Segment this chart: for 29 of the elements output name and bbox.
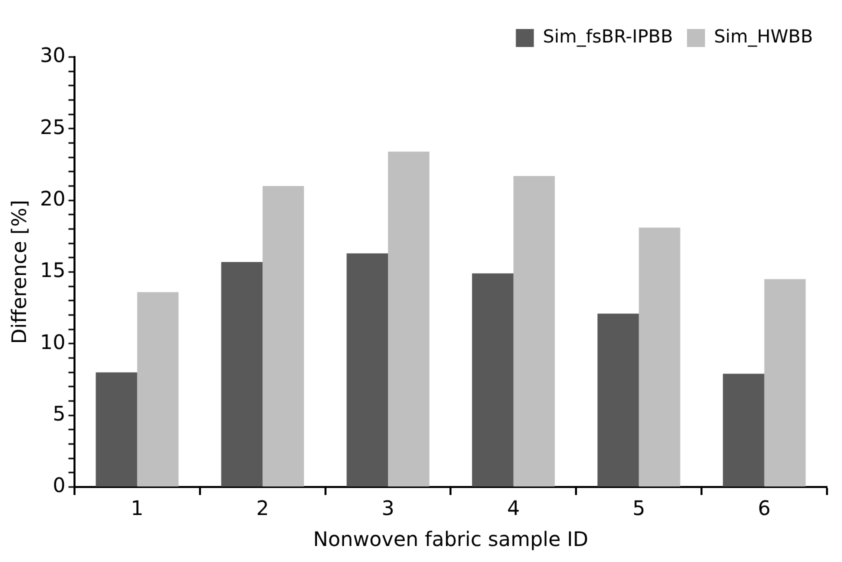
bar [346,253,388,486]
y-axis-title: Difference [%] [7,200,32,344]
bar [597,314,639,486]
bar [722,374,764,486]
y-tick-label: 25 [40,114,66,139]
x-tick-label: 6 [758,496,771,520]
legend-label: Sim_HWBB [714,26,814,48]
x-tick-label: 1 [130,496,144,520]
y-tick-label: 5 [52,402,66,426]
x-tick-label: 2 [256,496,269,520]
x-tick-label: 5 [632,496,646,520]
bar [262,186,304,486]
x-axis-title: Nonwoven fabric sample ID [313,527,588,552]
bar [472,273,514,486]
bar [638,228,680,486]
y-tick-label: 0 [52,473,66,498]
x-tick-label: 4 [507,496,520,520]
y-tick-label: 20 [40,186,66,211]
bar [221,262,263,486]
y-tick-label: 30 [40,43,66,68]
bar [96,372,138,486]
bar [388,152,430,486]
bar [513,176,555,486]
y-tick-label: 15 [40,258,66,282]
legend-label: Sim_fsBR-IPBB [542,26,674,48]
x-tick-label: 3 [382,496,394,520]
bar [137,292,179,486]
y-tick-label: 10 [40,330,66,354]
bar [764,279,806,486]
